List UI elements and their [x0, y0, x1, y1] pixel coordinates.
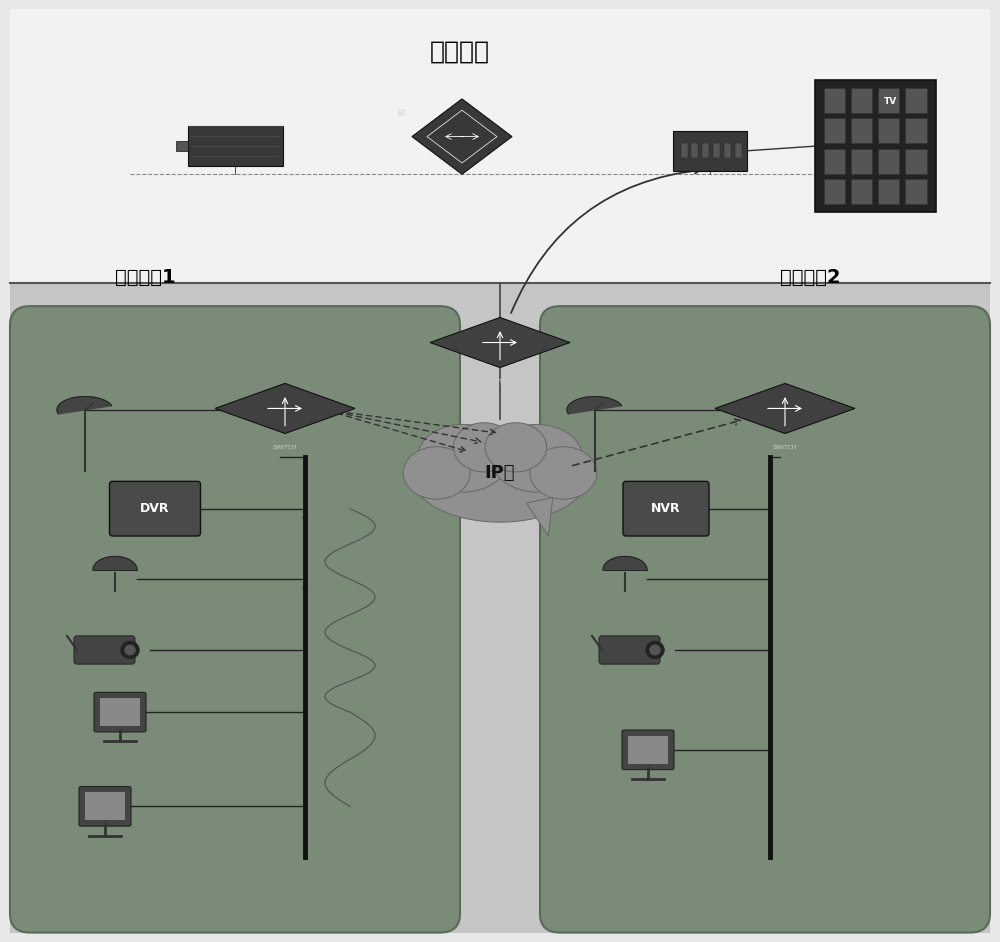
Circle shape	[121, 642, 139, 658]
Polygon shape	[567, 397, 622, 414]
FancyBboxPatch shape	[74, 636, 135, 664]
FancyBboxPatch shape	[878, 179, 899, 204]
FancyBboxPatch shape	[824, 179, 845, 204]
Text: IP网: IP网	[485, 464, 515, 482]
FancyBboxPatch shape	[878, 119, 899, 143]
FancyBboxPatch shape	[878, 149, 899, 173]
Polygon shape	[215, 383, 355, 433]
Polygon shape	[430, 317, 570, 367]
Ellipse shape	[412, 430, 588, 522]
FancyBboxPatch shape	[79, 787, 131, 826]
FancyBboxPatch shape	[824, 149, 845, 173]
Text: SWITCH: SWITCH	[773, 445, 797, 450]
Polygon shape	[603, 557, 647, 570]
FancyBboxPatch shape	[176, 141, 188, 151]
FancyBboxPatch shape	[680, 143, 688, 158]
FancyBboxPatch shape	[905, 89, 926, 113]
Circle shape	[646, 642, 664, 658]
Polygon shape	[715, 383, 855, 433]
FancyBboxPatch shape	[824, 89, 845, 113]
Polygon shape	[93, 557, 137, 570]
FancyBboxPatch shape	[599, 636, 660, 664]
FancyBboxPatch shape	[851, 149, 872, 173]
FancyBboxPatch shape	[10, 306, 460, 933]
FancyBboxPatch shape	[623, 481, 709, 536]
FancyBboxPatch shape	[905, 179, 926, 204]
FancyBboxPatch shape	[702, 143, 709, 158]
FancyBboxPatch shape	[824, 119, 845, 143]
FancyBboxPatch shape	[851, 179, 872, 204]
FancyBboxPatch shape	[851, 89, 872, 113]
Ellipse shape	[491, 424, 583, 492]
FancyBboxPatch shape	[851, 119, 872, 143]
Text: SWITCH: SWITCH	[488, 379, 512, 384]
FancyBboxPatch shape	[814, 80, 936, 213]
Ellipse shape	[485, 423, 547, 472]
Polygon shape	[412, 99, 512, 174]
Text: SWITCH: SWITCH	[273, 445, 297, 450]
Text: TV: TV	[883, 97, 897, 106]
FancyBboxPatch shape	[878, 89, 899, 113]
Text: 分支机构2: 分支机构2	[780, 268, 841, 287]
FancyBboxPatch shape	[540, 306, 990, 933]
Text: DVR: DVR	[140, 502, 170, 515]
FancyBboxPatch shape	[691, 143, 698, 158]
FancyBboxPatch shape	[905, 119, 926, 143]
FancyBboxPatch shape	[735, 143, 742, 158]
FancyBboxPatch shape	[622, 730, 674, 770]
FancyBboxPatch shape	[94, 692, 146, 732]
FancyBboxPatch shape	[109, 481, 200, 536]
Text: 分支机构1: 分支机构1	[115, 268, 176, 287]
Ellipse shape	[403, 447, 470, 499]
FancyBboxPatch shape	[10, 283, 990, 933]
Text: EC: EC	[398, 110, 407, 116]
FancyBboxPatch shape	[100, 698, 140, 726]
FancyBboxPatch shape	[672, 131, 747, 171]
Ellipse shape	[417, 424, 509, 492]
Circle shape	[650, 645, 660, 655]
Circle shape	[125, 645, 135, 655]
Polygon shape	[526, 497, 553, 536]
FancyBboxPatch shape	[905, 149, 926, 173]
FancyBboxPatch shape	[10, 9, 990, 283]
FancyBboxPatch shape	[628, 736, 668, 764]
Text: NVR: NVR	[651, 502, 681, 515]
FancyBboxPatch shape	[85, 792, 125, 820]
Ellipse shape	[530, 447, 597, 499]
FancyBboxPatch shape	[188, 126, 283, 166]
Polygon shape	[57, 397, 112, 414]
FancyBboxPatch shape	[713, 143, 720, 158]
Ellipse shape	[453, 423, 515, 472]
FancyBboxPatch shape	[724, 143, 731, 158]
Text: 总部网络: 总部网络	[430, 40, 490, 64]
